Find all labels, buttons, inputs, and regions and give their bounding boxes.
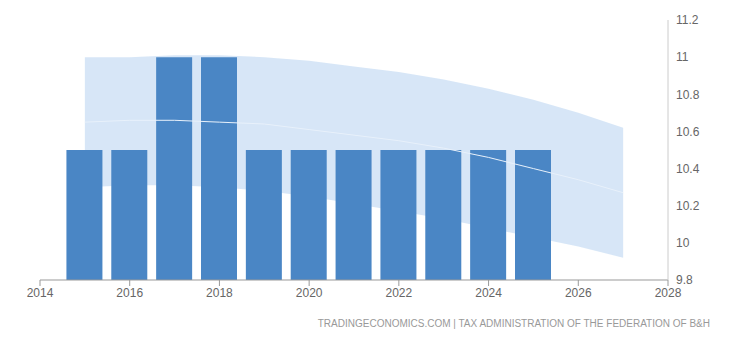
svg-text:2018: 2018: [206, 286, 233, 300]
svg-text:10.4: 10.4: [676, 162, 700, 176]
svg-text:10.6: 10.6: [676, 125, 700, 139]
svg-text:2028: 2028: [655, 286, 682, 300]
html-text:TRADINGECONOMICS.COM | TAX ADM: TRADINGECONOMICS.COM | TAX ADMINISTRATIO…: [317, 318, 710, 329]
svg-text:11: 11: [676, 50, 689, 64]
svg-text:2024: 2024: [475, 286, 502, 300]
svg-text:10.2: 10.2: [676, 199, 700, 213]
svg-text:11.2: 11.2: [676, 13, 699, 27]
svg-text:10: 10: [676, 236, 690, 250]
svg-text:2020: 2020: [296, 286, 323, 300]
svg-text:2014: 2014: [27, 286, 54, 300]
svg-text:2016: 2016: [116, 286, 143, 300]
svg-text:2022: 2022: [386, 286, 413, 300]
svg-text:9.8: 9.8: [676, 273, 693, 287]
svg-text:2026: 2026: [565, 286, 592, 300]
svg-text:10.8: 10.8: [676, 88, 700, 102]
